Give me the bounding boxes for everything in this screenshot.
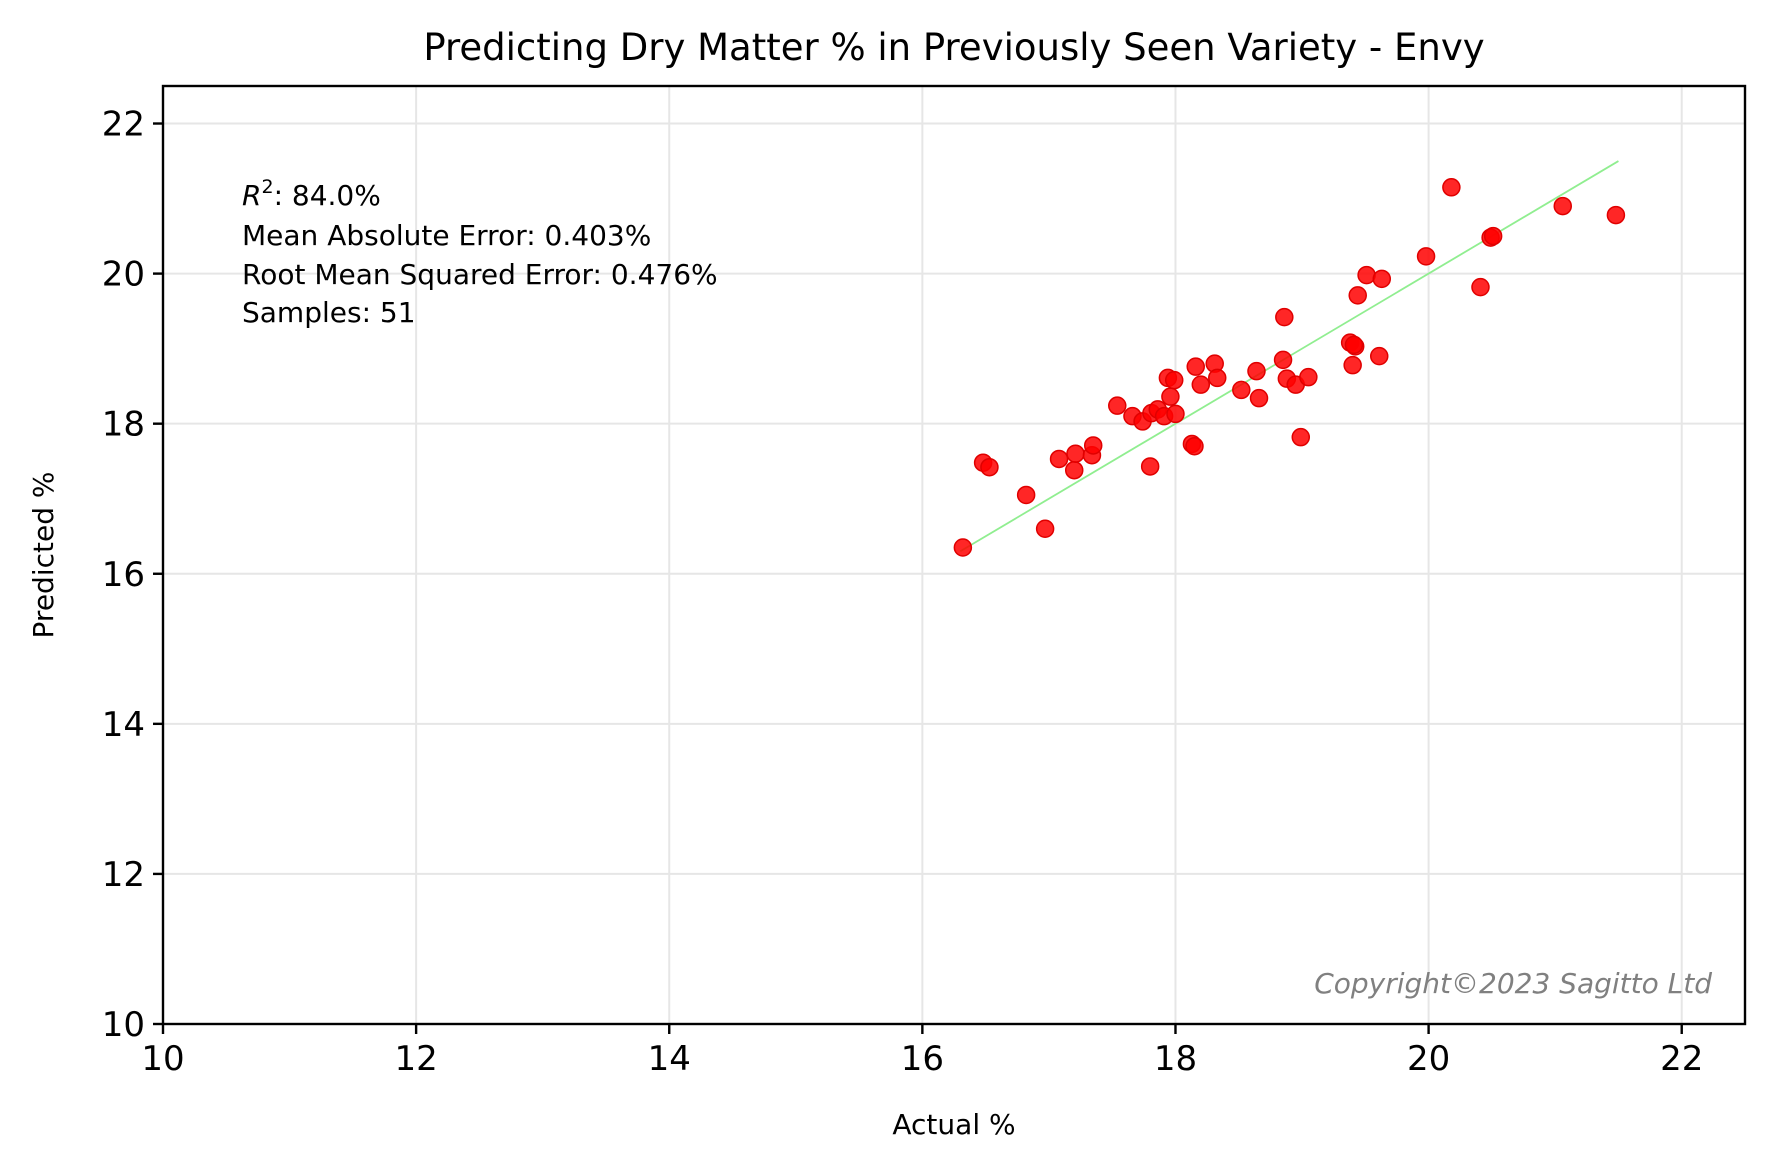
data-point <box>1299 367 1318 387</box>
y-tick-label: 18 <box>102 405 145 445</box>
data-point <box>1249 388 1269 408</box>
data-point <box>1166 404 1185 424</box>
x-tick-label: 10 <box>141 1039 184 1079</box>
data-point <box>1191 375 1211 394</box>
x-tick-label: 22 <box>1660 1039 1703 1079</box>
data-point <box>1140 457 1160 476</box>
data-point <box>1273 350 1293 370</box>
grid-lines <box>162 86 1745 1025</box>
data-point <box>1553 196 1573 216</box>
data-point <box>1035 519 1055 538</box>
y-tick-label: 12 <box>102 855 145 895</box>
copyright-watermark: Copyright©2023 Sagitto Ltd <box>1314 967 1712 1000</box>
data-point <box>1291 427 1311 447</box>
x-tick-label: 20 <box>1407 1039 1450 1079</box>
plot-frame <box>161 84 1747 1026</box>
data-point <box>1372 269 1392 289</box>
data-point <box>1247 361 1266 381</box>
data-point <box>1343 355 1362 375</box>
samples-stat: Samples: 51 <box>242 296 416 329</box>
data-point <box>1357 265 1376 285</box>
data-point <box>1471 277 1490 297</box>
x-tick-label: 16 <box>901 1039 944 1079</box>
stats-annotation: R2: 84.0% Mean Absolute Error: 0.403% Ro… <box>242 176 718 329</box>
y-tick-label: 14 <box>102 705 145 745</box>
y-axis-label: Predicted % <box>27 472 60 639</box>
data-point <box>1348 286 1367 305</box>
data-point <box>1185 436 1204 456</box>
data-point <box>953 538 973 557</box>
data-point <box>1483 226 1503 246</box>
data-point <box>1164 370 1184 390</box>
data-point <box>1186 357 1205 376</box>
data-point <box>980 457 999 477</box>
data-point <box>1344 335 1364 355</box>
r2-value: : 84.0% <box>274 179 381 212</box>
data-point <box>1066 444 1085 463</box>
mae-stat: Mean Absolute Error: 0.403% <box>242 219 651 252</box>
y-tick-label: 16 <box>102 555 145 595</box>
data-point <box>1232 380 1251 400</box>
data-point <box>1207 368 1227 388</box>
data-point <box>1049 449 1069 469</box>
data-point <box>1416 247 1436 266</box>
chart-title: Predicting Dry Matter % in Previously Se… <box>423 26 1484 69</box>
rmse-stat: Root Mean Squared Error: 0.476% <box>242 258 718 291</box>
x-tick-label: 18 <box>1154 1039 1197 1079</box>
r2-symbol: R <box>242 179 261 212</box>
data-point <box>1108 396 1127 415</box>
y-tick-label: 22 <box>102 105 145 145</box>
data-point <box>1161 387 1180 406</box>
data-point <box>1606 205 1626 225</box>
data-point <box>1064 460 1084 480</box>
data-point <box>1275 307 1294 327</box>
x-tick-label: 14 <box>648 1039 691 1079</box>
x-axis-label: Actual % <box>892 1108 1015 1141</box>
y-tick-label: 20 <box>102 255 145 295</box>
data-points <box>953 178 1626 557</box>
r2-stat: R2: 84.0% <box>242 176 381 212</box>
data-point <box>1442 178 1461 197</box>
data-point <box>1369 346 1389 366</box>
r2-superscript: 2 <box>261 176 273 198</box>
data-point <box>1083 436 1103 455</box>
data-point <box>1016 485 1036 505</box>
x-tick-label: 12 <box>394 1039 437 1079</box>
y-tick-label: 10 <box>102 1005 145 1045</box>
axis-ticks: 10 12 14 16 18 20 22 10 12 14 16 18 20 22 <box>102 105 1704 1079</box>
